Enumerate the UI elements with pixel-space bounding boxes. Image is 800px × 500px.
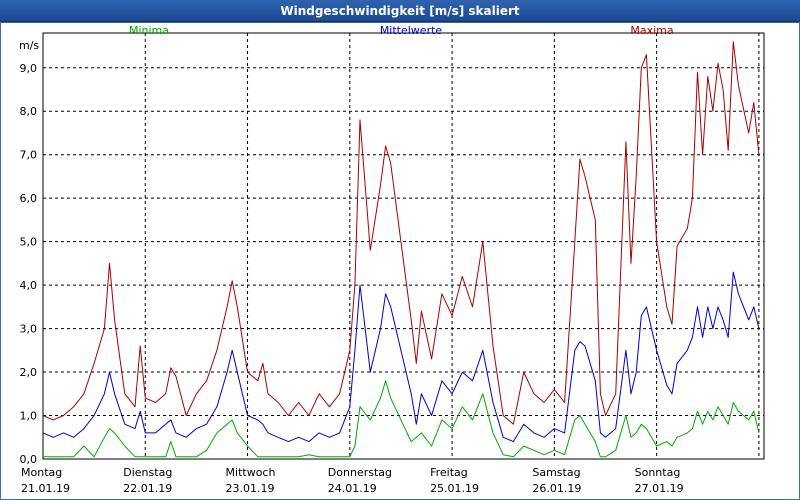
- axis-layer: 0,0 1,0 2,0 3,0 4,0 5,0 6,0 7,0 8,0 9,0 m/s Montag 2…: [19, 39, 684, 495]
- x-tick-day: Mittwoch: [226, 466, 276, 479]
- chart-frame: 0,0 1,0 2,0 3,0 4,0 5,0 6,0 7,0 8,0 9,0 m/s Montag 2…: [0, 22, 800, 500]
- x-tick-date: 24.01.19: [328, 482, 377, 495]
- x-tick-day: Montag: [21, 466, 62, 479]
- x-tick-date: 22.01.19: [123, 482, 172, 495]
- legend-minima: Minima: [129, 24, 169, 37]
- y-tick-label: 7,0: [20, 149, 38, 162]
- y-tick-label: 1,0: [20, 410, 38, 423]
- series-line-maxima: [42, 41, 760, 425]
- window-title: Windgeschwindigkeit [m/s] skaliert: [280, 3, 520, 18]
- x-tick-date: 26.01.19: [532, 482, 581, 495]
- x-tick-day: Dienstag: [123, 466, 172, 479]
- x-tick-day: Samstag: [532, 466, 580, 479]
- y-tick-label: 5,0: [20, 236, 38, 249]
- x-tick-date: 25.01.19: [430, 482, 479, 495]
- legend-maxima: Maxima: [630, 24, 673, 37]
- x-tick-date: 21.01.19: [21, 482, 70, 495]
- y-tick-label: 9,0: [20, 62, 38, 75]
- grid-layer: [42, 32, 765, 460]
- x-tick-day: Sonntag: [635, 466, 681, 479]
- y-tick-label: 3,0: [20, 323, 38, 336]
- window-title-bar: Windgeschwindigkeit [m/s] skaliert: [0, 0, 800, 22]
- y-tick-label: 8,0: [20, 105, 38, 118]
- x-tick-day: Freitag: [430, 466, 468, 479]
- chart-svg: 0,0 1,0 2,0 3,0 4,0 5,0 6,0 7,0 8,0 9,0 m/s Montag 2…: [19, 24, 765, 495]
- y-axis-label: m/s: [19, 39, 39, 52]
- x-tick-day: Donnerstag: [328, 466, 392, 479]
- series-line-mittelwerte: [42, 271, 760, 443]
- series-layer: [42, 41, 760, 458]
- x-tick-date: 23.01.19: [226, 482, 275, 495]
- legend-layer: Minima Mittelwerte Maxima: [129, 24, 674, 37]
- y-tick-label: 6,0: [20, 192, 38, 205]
- y-tick-label: 2,0: [20, 366, 38, 379]
- x-tick-date: 27.01.19: [635, 482, 684, 495]
- legend-mittelwerte: Mittelwerte: [380, 24, 443, 37]
- plot-border: [42, 32, 765, 460]
- series-line-minima: [43, 380, 760, 458]
- y-tick-label: 0,0: [20, 453, 38, 466]
- y-tick-label: 4,0: [20, 279, 38, 292]
